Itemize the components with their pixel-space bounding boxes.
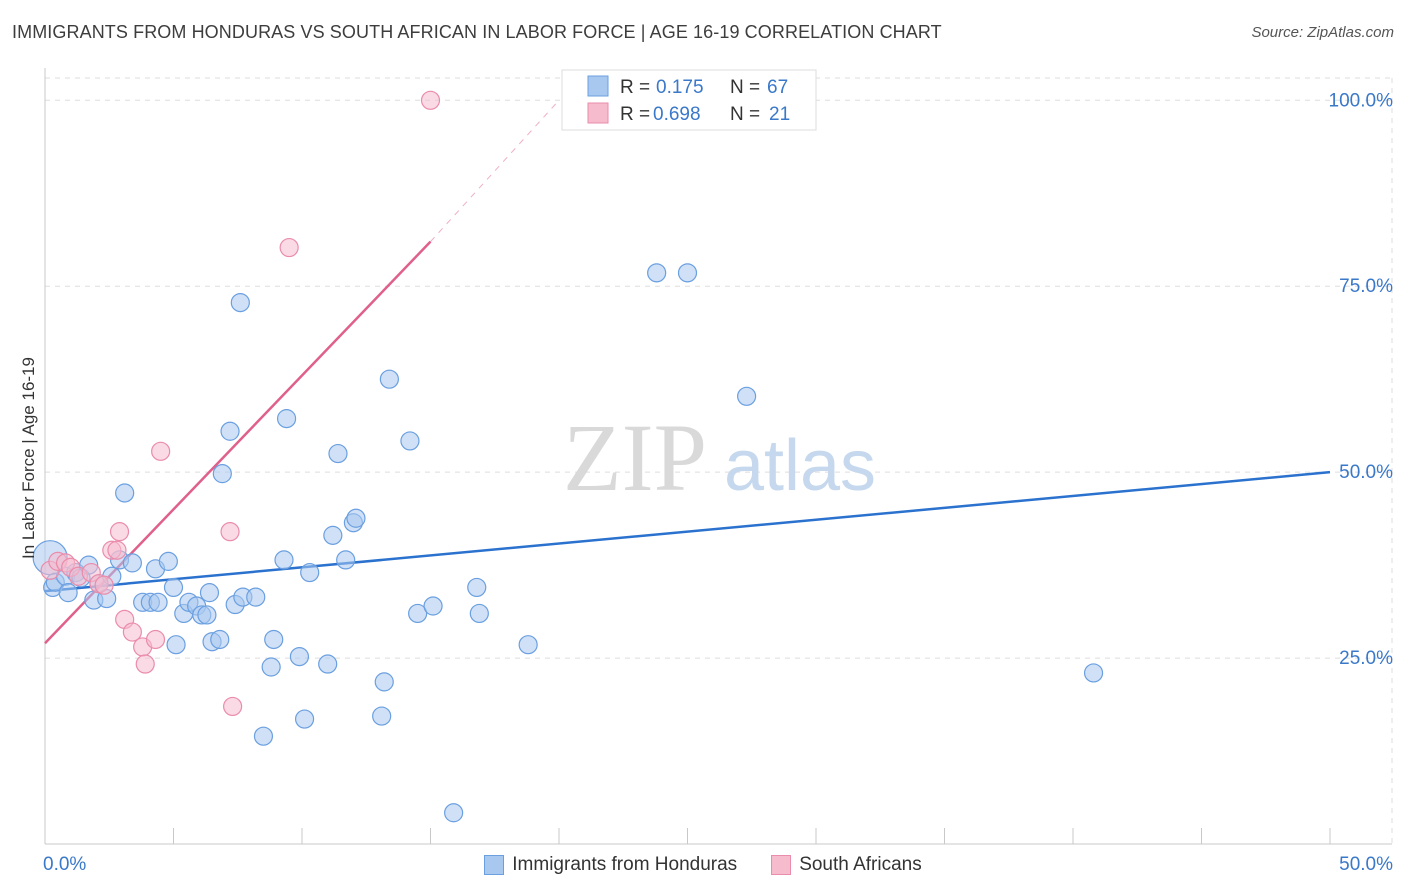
bottom-legend-item-honduras: Immigrants from Honduras [484, 854, 737, 876]
data-point [210, 629, 230, 650]
data-points [32, 90, 1104, 823]
data-point [135, 654, 155, 674]
data-point [336, 550, 356, 570]
data-point [346, 508, 366, 528]
y-tick-label: 75.0% [1339, 276, 1393, 297]
x-tick-label: 0.0% [43, 854, 86, 875]
data-point [148, 592, 168, 612]
data-point [246, 587, 266, 607]
data-point [469, 603, 489, 624]
grid-lines [45, 77, 1393, 844]
trend-lines [44, 99, 1331, 645]
bottom-legend-label-honduras: Immigrants from Honduras [512, 854, 738, 875]
data-point [107, 540, 127, 560]
data-point [223, 696, 243, 717]
data-point [122, 622, 142, 642]
watermark-atlas: atlas [724, 426, 876, 506]
data-point [737, 386, 757, 406]
watermark-zip: ZIP [563, 404, 707, 511]
data-point [374, 672, 394, 692]
legend-n-value-1: 67 [767, 77, 788, 98]
legend-r-value-2: 0.698 [653, 104, 701, 125]
data-point [677, 263, 698, 283]
chart-title: IMMIGRANTS FROM HONDURAS VS SOUTH AFRICA… [12, 22, 942, 42]
series-1-points [40, 90, 441, 717]
data-point [647, 263, 667, 283]
data-point [212, 464, 232, 484]
data-point [115, 483, 135, 503]
data-point [444, 803, 464, 823]
data-point [518, 635, 538, 655]
data-point [220, 421, 240, 441]
bottom-legend: Immigrants from Honduras South Africans [0, 852, 1406, 878]
axes [44, 68, 1392, 845]
data-point [58, 583, 78, 603]
data-point [300, 562, 320, 583]
legend-r-value-1: 0.175 [656, 77, 704, 98]
stats-legend: R = 0.175 N = 67 R = 0.698 N = 21 [561, 69, 817, 131]
data-point [220, 522, 240, 542]
legend-n-value-2: 21 [769, 104, 790, 125]
data-point [230, 292, 250, 313]
y-tick-label: 25.0% [1339, 648, 1393, 669]
legend-swatch-south-africans [587, 102, 609, 124]
data-point [276, 409, 297, 429]
data-point [197, 605, 217, 625]
x-tick-label: 50.0% [1339, 854, 1393, 875]
legend-r-label-1: R = [620, 77, 650, 98]
tick-labels: 25.0% 50.0% 75.0% 100.0% 0.0% 50.0% [43, 90, 1393, 875]
data-point [264, 629, 284, 650]
source-label: Source: ZipAtlas.com [1251, 24, 1394, 41]
bottom-legend-swatch-honduras [484, 855, 505, 875]
bottom-legend-label-south-africans: South Africans [799, 854, 922, 875]
watermark: ZIP atlas [563, 404, 876, 511]
y-tick-label: 100.0% [1329, 90, 1394, 111]
data-point [379, 369, 399, 389]
data-point [1083, 663, 1104, 683]
data-point [145, 629, 166, 650]
data-point [408, 603, 428, 624]
data-point [328, 443, 348, 464]
data-point [163, 577, 184, 598]
data-point [289, 646, 310, 667]
y-axis-label: In Labor Force | Age 16-19 [19, 357, 38, 559]
data-point [423, 596, 443, 616]
data-point [420, 90, 441, 110]
data-point [323, 525, 343, 545]
data-point [372, 706, 392, 726]
data-point [279, 237, 299, 258]
data-point [94, 575, 114, 595]
data-point [151, 441, 171, 461]
data-point [253, 726, 274, 746]
data-point [166, 635, 186, 655]
data-point [294, 709, 315, 729]
bottom-legend-swatch-south-africans [771, 855, 792, 875]
data-point [122, 553, 142, 573]
legend-n-label-2: N = [730, 104, 760, 125]
y-tick-label: 50.0% [1339, 462, 1393, 483]
data-point [467, 577, 487, 598]
data-point [274, 550, 294, 570]
legend-r-label-2: R = [620, 104, 650, 125]
legend-n-label-1: N = [730, 77, 760, 98]
data-point [109, 522, 130, 542]
trend-line-extension-1 [430, 99, 560, 242]
data-point [158, 551, 178, 571]
bottom-legend-item-south-africans: South Africans [771, 854, 922, 876]
data-point [199, 583, 220, 603]
data-point [261, 657, 281, 677]
data-point [318, 654, 338, 674]
legend-swatch-honduras [587, 75, 609, 97]
trend-line-0 [44, 470, 1331, 593]
data-point [400, 431, 420, 451]
